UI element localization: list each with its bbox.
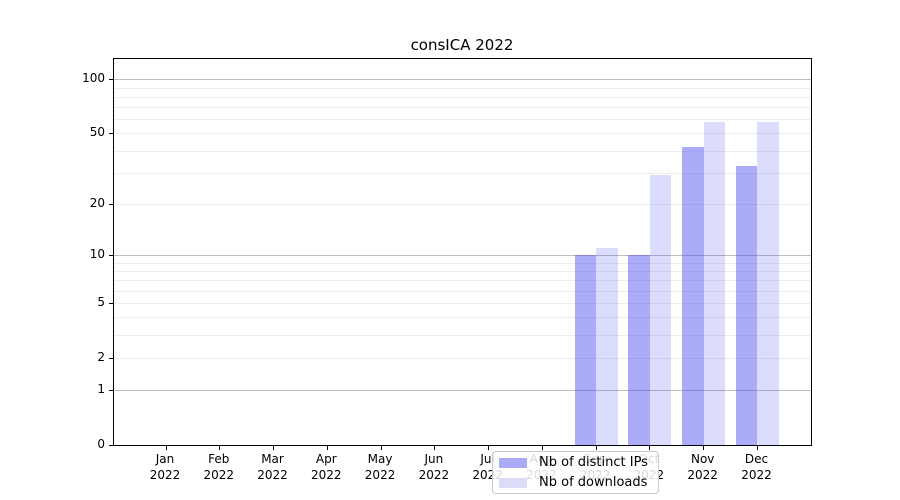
x-tick-label-mar: Mar 2022 [257,452,288,482]
legend-label-distinct-ips: Nb of distinct IPs [539,455,648,470]
x-tick-label-apr: Apr 2022 [311,452,342,482]
gridline-major-10 [114,254,811,256]
y-axis: 100 50 20 10 5 2 1 0 [28,58,105,451]
gridline-minor-20 [114,203,811,205]
y-tick-mark-5 [109,303,114,305]
bar-distinct-ips-nov [682,146,704,445]
gridline-minor-8 [114,270,811,272]
legend-item-distinct-ips: Nb of distinct IPs [499,453,658,472]
x-tick-mark-sep [595,445,597,450]
y-tick-mark-0 [109,445,114,446]
y-tick-label-0: 0 [97,437,105,451]
x-tick-label-nov: Nov 2022 [687,452,718,482]
bar-downloads-sep [596,248,618,445]
x-tick-mark-aug [541,445,543,450]
legend: Nb of distinct IPs Nb of downloads [492,451,659,494]
y-tick-mark-1 [109,390,114,392]
x-tick-mark-jul [488,445,490,450]
x-tick-mark-feb [219,445,221,450]
x-tick-label-jan: Jan 2022 [149,452,181,482]
y-tick-label-5: 5 [97,295,105,310]
bar-distinct-ips-dec [735,165,758,445]
y-tick-label-10: 10 [89,246,105,261]
x-tick-mark-nov [703,445,705,450]
x-tick-mark-jun [434,445,436,450]
gridline-minor-80 [114,96,811,98]
plot-area: Nb of distinct IPs Nb of downloads [109,58,812,494]
x-tick-mark-mar [273,445,275,450]
legend-item-downloads: Nb of downloads [499,473,658,492]
x-tick-mark-apr [326,445,328,450]
gridline-minor-7 [114,280,811,282]
gridline-minor-4 [114,317,811,319]
y-tick-label-100: 100 [82,71,105,86]
bar-downloads-dec [757,121,779,445]
x-tick-label-may: May 2022 [364,452,396,482]
bar-distinct-ips-sep [574,254,597,445]
x-tick-mark-jan [165,445,167,450]
x-axis: Jan 2022 Feb 2022 Mar 2022 Apr 2022 May 2022… [113,451,810,491]
x-tick-mark-oct [649,445,651,450]
gridline-minor-3 [114,335,811,337]
y-tick-mark-100 [109,79,114,81]
x-tick-label-feb: Feb 2022 [203,452,235,482]
y-tick-mark-2 [109,357,114,359]
legend-swatch-distinct-ips [499,457,527,468]
gridline-minor-6 [114,290,811,292]
x-tick-label-jun: Jun 2022 [418,452,450,482]
gridline-minor-30 [114,172,811,174]
gridline-minor-50 [114,133,811,135]
legend-swatch-downloads [499,477,527,488]
gridline-minor-60 [114,119,811,121]
bar-downloads-oct [649,175,672,445]
gridline-minor-5 [114,303,811,305]
bar-downloads-nov [703,121,726,445]
bar-distinct-ips-oct [628,254,650,445]
y-tick-label-1: 1 [97,382,105,397]
gridline-major-1 [114,390,811,392]
gridline-minor-90 [114,87,811,89]
gridline-minor-70 [114,107,811,109]
x-tick-mark-dec [756,445,758,450]
legend-label-downloads: Nb of downloads [539,475,648,490]
x-tick-label-dec: Dec 2022 [741,452,772,482]
gridline-minor-2 [114,357,811,359]
chart-title: consICA 2022 [410,36,514,54]
y-tick-mark-20 [109,203,114,205]
y-tick-label-20: 20 [89,195,105,210]
x-tick-mark-may [380,445,382,450]
gridline-minor-40 [114,150,811,152]
gridline-major-100 [114,79,811,81]
y-tick-label-50: 50 [89,125,105,140]
gridline-minor-9 [114,262,811,264]
y-tick-label-2: 2 [97,349,105,364]
y-tick-mark-50 [109,133,114,135]
y-tick-mark-10 [109,254,114,256]
